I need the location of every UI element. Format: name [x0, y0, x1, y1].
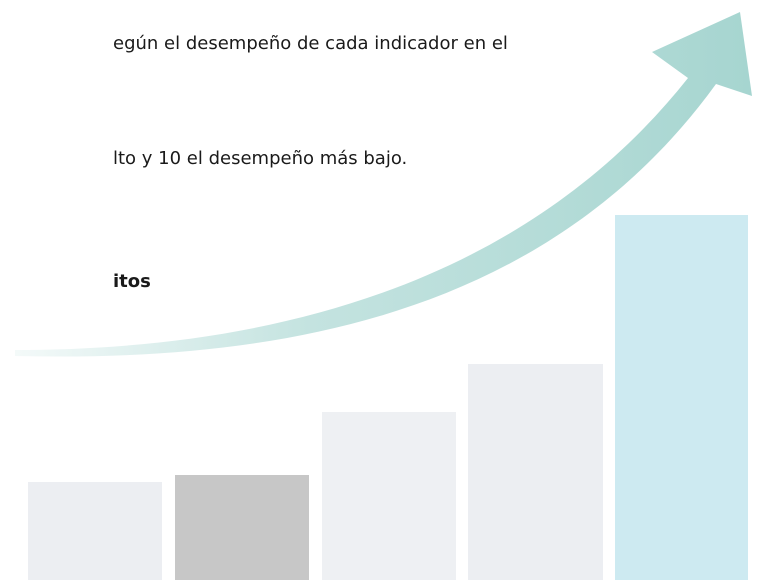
page: egún el desempeño de cada indicador en e… — [0, 0, 761, 580]
bar-shape — [28, 482, 162, 580]
bar-shape — [468, 364, 603, 580]
text-line: lto y 10 el desempeño más bajo. — [113, 148, 407, 169]
bold-text: itos — [113, 271, 151, 292]
text-line: egún el desempeño de cada indicador en e… — [113, 33, 508, 54]
bar-shape — [615, 215, 748, 580]
bar-shape — [175, 475, 309, 580]
bar-shape — [322, 412, 456, 580]
